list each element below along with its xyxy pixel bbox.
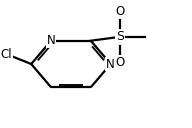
Text: Cl: Cl xyxy=(1,48,12,61)
Text: N: N xyxy=(47,34,55,47)
Text: O: O xyxy=(116,5,125,18)
Text: O: O xyxy=(116,56,125,69)
Text: S: S xyxy=(116,30,124,43)
Text: N: N xyxy=(106,57,115,71)
